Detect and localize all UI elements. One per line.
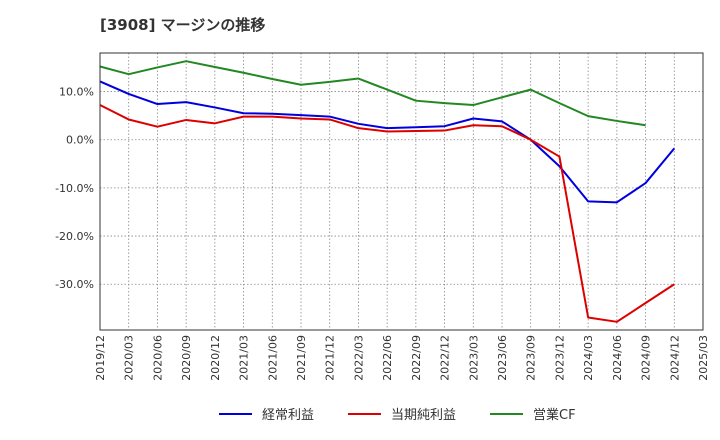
- x-tick-label: 2023/12: [553, 335, 566, 381]
- x-tick-label: 2023/09: [525, 335, 538, 381]
- grid-lines: [100, 53, 703, 330]
- legend-label: 営業CF: [533, 407, 576, 423]
- x-tick-label: 2021/09: [295, 335, 308, 381]
- series-line: [99, 80, 676, 204]
- legend-label: 当期純利益: [391, 408, 456, 423]
- x-tick-label: 2021/12: [324, 335, 337, 381]
- legend: 経常利益 当期純利益 営業CF: [219, 407, 576, 423]
- x-tick-label: 2024/06: [611, 335, 624, 381]
- series-line: [99, 60, 646, 127]
- x-tick-label: 2025/03: [697, 335, 710, 381]
- y-tick-label: -10.0%: [55, 182, 94, 195]
- plot-area: [100, 53, 703, 330]
- series-lines: [99, 60, 676, 323]
- x-tick-label: 2020/12: [209, 335, 222, 381]
- plot-frame: [99, 52, 704, 331]
- x-tick-label: 2024/12: [668, 335, 681, 381]
- y-tick-label: -30.0%: [55, 278, 94, 291]
- x-tick-label: 2020/09: [180, 335, 193, 381]
- x-tick-label: 2023/06: [496, 335, 509, 381]
- chart-title: [3908] マージンの推移: [100, 16, 266, 34]
- y-tick-label: 0.0%: [66, 134, 94, 147]
- x-tick-label: 2023/03: [467, 335, 480, 381]
- x-tick-label: 2022/03: [352, 335, 365, 381]
- x-axis-ticks: 2019/12 2020/03 2020/06 2020/09 2020/12 2021/…: [94, 335, 710, 381]
- x-tick-label: 2024/09: [640, 335, 653, 381]
- x-tick-label: 2020/03: [123, 335, 136, 381]
- x-tick-label: 2022/09: [410, 335, 423, 381]
- series-line: [99, 104, 675, 323]
- x-tick-label: 2021/06: [266, 335, 279, 381]
- y-axis-ticks: 10.0% 0.0% -10.0% -20.0% -30.0%: [55, 86, 94, 292]
- y-tick-label: 10.0%: [59, 86, 94, 99]
- y-tick-label: -20.0%: [55, 230, 94, 243]
- x-tick-label: 2022/06: [381, 335, 394, 381]
- x-tick-label: 2021/03: [238, 335, 251, 381]
- x-tick-label: 2020/06: [151, 335, 164, 381]
- x-tick-label: 2022/12: [439, 335, 452, 381]
- legend-label: 経常利益: [262, 408, 314, 423]
- x-tick-label: 2019/12: [94, 335, 107, 381]
- x-tick-label: 2024/03: [582, 335, 595, 381]
